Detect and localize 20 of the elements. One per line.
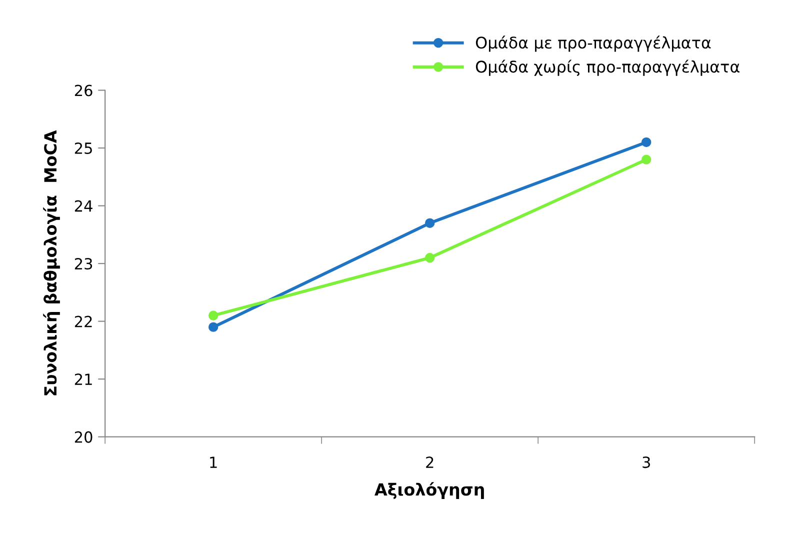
point [208,322,218,332]
y-tick-label: 21 [74,374,92,385]
x-axis-title: Αξιολόγηση [374,482,484,499]
x-tick-label: 1 [210,456,217,468]
y-axis-title: Συνολική βαθμολογία MoCA [43,130,60,396]
y-tick-label: 26 [74,84,92,96]
y-tick-label: 22 [74,316,92,328]
point [424,218,435,228]
point [641,154,652,164]
y-tick-label: 25 [74,142,92,154]
y-tick-label: 20 [74,431,92,443]
x-tick-label: 2 [426,456,434,468]
y-tick-label: 23 [74,258,92,270]
point [424,252,435,263]
point [208,310,218,320]
point [641,137,652,148]
y-tick-label: 24 [74,200,92,212]
legend-label: Ομάδα με προ-παραγγέλματα [476,36,711,52]
x-tick-label: 3 [642,456,650,468]
legend-label: Ομάδα χωρίς προ-παραγγέλματα [476,60,740,76]
